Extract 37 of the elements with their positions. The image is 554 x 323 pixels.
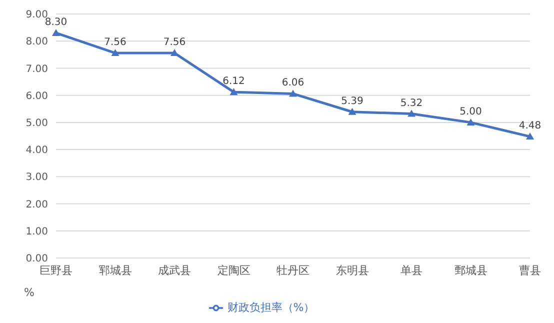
legend-label: 财政负担率（%）	[227, 301, 315, 314]
data-label: 5.32	[400, 98, 423, 109]
data-label: 7.56	[104, 37, 126, 48]
point	[52, 28, 60, 36]
x-tick-label: 巨野县	[40, 264, 72, 277]
data-label: 8.30	[44, 16, 68, 28]
y-tick-label: 7.00	[26, 64, 48, 75]
y-axis-title: %	[24, 286, 34, 299]
point	[111, 49, 120, 56]
point	[230, 88, 238, 96]
point	[466, 118, 475, 126]
data-label: 6.06	[282, 78, 304, 89]
y-tick-label: 0.00	[26, 254, 48, 265]
x-tick-label: 郓城县	[98, 264, 132, 277]
data-label: 4.48	[518, 120, 542, 132]
y-tick-label: 1.00	[26, 226, 48, 238]
y-tick-label: 6.00	[26, 90, 48, 102]
data-label: 7.56	[163, 37, 186, 48]
y-tick-label: 8.00	[26, 36, 48, 48]
y-tick-label: 5.00	[26, 118, 48, 129]
x-tick-label: 鄄城县	[454, 264, 488, 277]
y-tick-label: 2.00	[26, 199, 48, 210]
point	[526, 132, 534, 140]
y-tick-label: 4.00	[26, 145, 48, 156]
x-tick-label: 单县	[400, 264, 422, 277]
x-tick-label: 定陶区	[217, 264, 250, 277]
point	[348, 108, 356, 115]
point	[289, 90, 297, 97]
data-label: 5.00	[460, 106, 482, 118]
data-label: 5.39	[341, 96, 364, 107]
data-label: 6.12	[222, 76, 245, 88]
y-tick-label: 3.00	[26, 172, 48, 184]
x-tick-label: 曹县	[519, 264, 541, 277]
x-tick-label: 成武县	[158, 264, 191, 277]
x-tick-label: 牡丹区	[276, 264, 310, 277]
x-tick-label: 东明县	[336, 264, 369, 277]
point	[408, 110, 416, 117]
